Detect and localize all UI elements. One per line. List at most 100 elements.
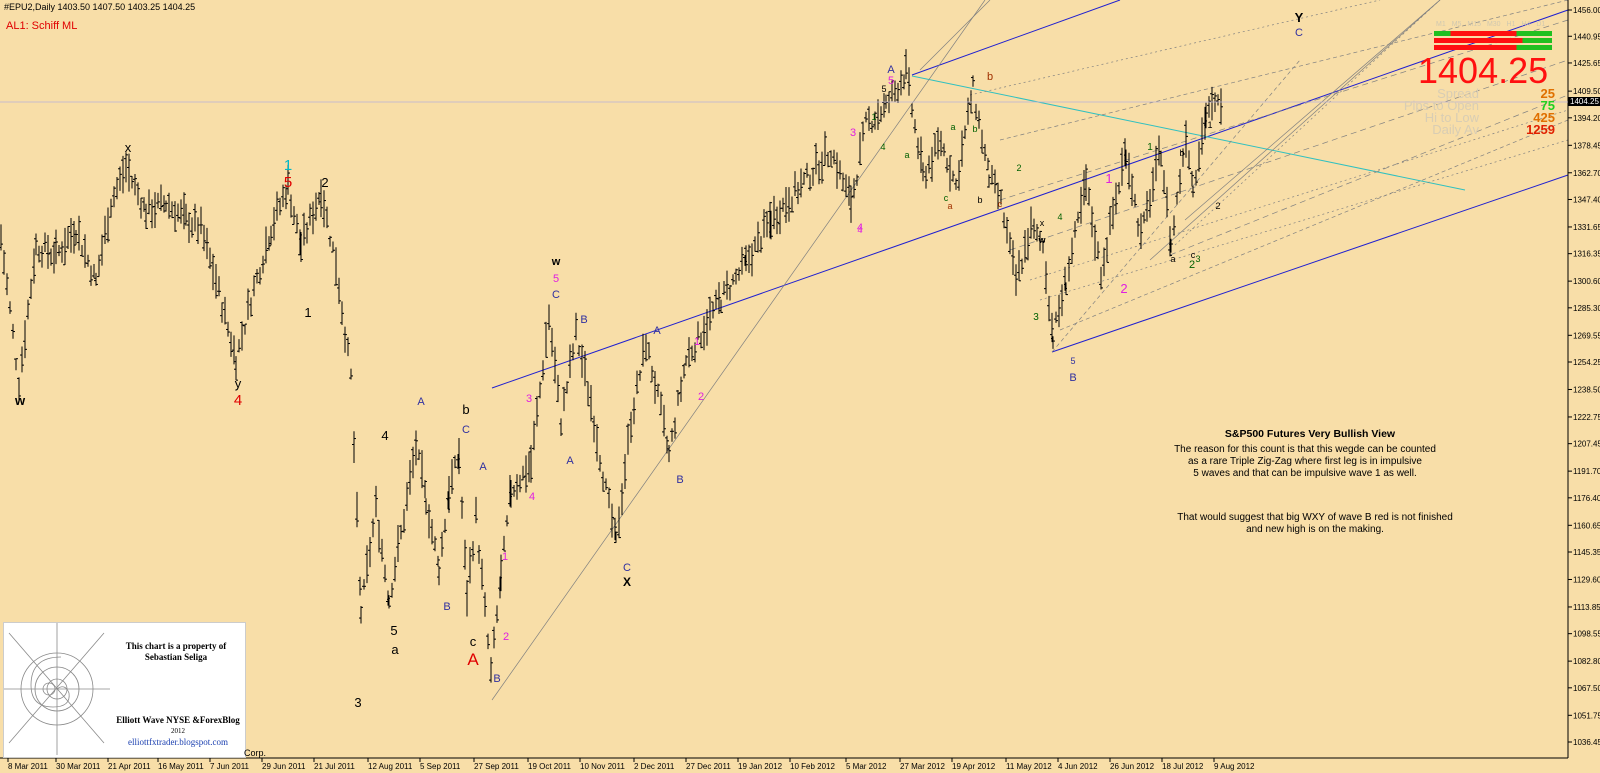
price-bar bbox=[592, 415, 596, 443]
price-bar bbox=[495, 605, 499, 623]
price-bar bbox=[1050, 312, 1054, 343]
price-bar bbox=[477, 545, 481, 564]
price-bar bbox=[1133, 193, 1137, 207]
price-bar bbox=[214, 264, 218, 299]
price-bar bbox=[541, 360, 545, 381]
wave-label: 1 bbox=[502, 551, 508, 563]
price-bar bbox=[319, 179, 323, 218]
price-bar bbox=[63, 227, 67, 266]
price-bar bbox=[139, 197, 143, 219]
price-bar bbox=[346, 337, 350, 357]
price-bar bbox=[765, 210, 769, 238]
price-bar bbox=[243, 323, 247, 335]
price-bar bbox=[292, 206, 296, 225]
tf-h4: H4 bbox=[1521, 21, 1531, 28]
price-bar bbox=[529, 444, 533, 483]
price-bar bbox=[436, 555, 440, 567]
price-bar bbox=[97, 254, 101, 278]
price-bar bbox=[237, 339, 241, 353]
price-bar bbox=[647, 342, 651, 360]
price-bar bbox=[1067, 256, 1071, 282]
wave-label: 4 bbox=[234, 392, 242, 409]
price-bar bbox=[54, 229, 58, 265]
price-bar bbox=[1204, 102, 1208, 129]
wave-label: B bbox=[676, 474, 683, 486]
wave-label: c bbox=[944, 193, 949, 203]
price-bar bbox=[577, 345, 581, 357]
price-bar bbox=[281, 184, 285, 208]
wave-label: 1 bbox=[304, 305, 311, 320]
stat-pips-value: 75 bbox=[1540, 98, 1555, 113]
wave-label: 4 bbox=[857, 225, 862, 235]
price-bar bbox=[223, 296, 227, 325]
credit-box: This chart is a property of Sebastian Se… bbox=[3, 622, 246, 758]
price-bar bbox=[653, 370, 657, 404]
tf-m30: M30 bbox=[1486, 21, 1501, 28]
price-bar bbox=[11, 323, 15, 339]
wave-label: 3 bbox=[354, 695, 361, 710]
wave-label: 1 bbox=[1105, 171, 1112, 186]
price-bar bbox=[1070, 237, 1074, 264]
price-bar bbox=[60, 241, 64, 263]
price-bar bbox=[471, 541, 475, 562]
symbol-line: #EPU2,Daily 1403.50 1407.50 1403.25 1404… bbox=[4, 2, 196, 12]
trendline bbox=[1039, 139, 1569, 301]
price-bar bbox=[607, 487, 611, 509]
trendline bbox=[969, 0, 1381, 96]
price-bar bbox=[417, 449, 421, 461]
price-bar bbox=[295, 213, 299, 234]
price-bar bbox=[258, 267, 262, 285]
y-tick-label: 1254.25 bbox=[1573, 358, 1600, 367]
price-bar bbox=[1017, 250, 1021, 282]
price-bar bbox=[586, 381, 590, 407]
price-bar bbox=[890, 80, 894, 102]
price-bar bbox=[299, 232, 303, 263]
x-axis: 8 Mar 2011 30 Mar 2011 21 Apr 2011 16 May 2… bbox=[7, 758, 1255, 771]
x-tick-label: 18 Jul 2012 bbox=[1162, 762, 1204, 771]
stat-daily-value: 1259 bbox=[1526, 122, 1555, 137]
price-bar bbox=[930, 146, 934, 182]
price-bar bbox=[365, 545, 369, 584]
price-bar bbox=[424, 498, 428, 515]
price-bar bbox=[719, 299, 723, 314]
price-bar bbox=[1151, 167, 1155, 202]
timeframe-panel: M1 M5 M15 M30 H1 H4 D1 bbox=[1414, 21, 1554, 55]
wave-label: 3 bbox=[850, 127, 856, 139]
price-bar bbox=[144, 203, 148, 229]
price-bar bbox=[255, 269, 259, 284]
price-bar bbox=[1026, 227, 1030, 261]
price-bar bbox=[817, 160, 821, 185]
price-bar bbox=[314, 192, 318, 221]
wave-label: 5 bbox=[1070, 356, 1075, 366]
price-bar bbox=[202, 224, 206, 252]
tf-m5: M5 bbox=[1451, 21, 1462, 28]
wave-label: 5 bbox=[888, 75, 894, 87]
price-bar bbox=[876, 99, 880, 130]
trendline bbox=[919, 0, 991, 71]
y-tick-label: 1191.70 bbox=[1573, 467, 1600, 476]
price-bar bbox=[1005, 217, 1009, 244]
x-tick-label: 10 Feb 2012 bbox=[790, 762, 835, 771]
wave-label: Y bbox=[1295, 10, 1304, 25]
price-bar bbox=[305, 222, 309, 244]
price-bar bbox=[289, 194, 293, 218]
price-bar bbox=[571, 343, 575, 361]
wave-label: X bbox=[623, 575, 631, 589]
price-bar bbox=[1111, 196, 1115, 230]
price-bar bbox=[103, 215, 107, 245]
price-bar bbox=[734, 268, 738, 285]
price-bar bbox=[942, 143, 946, 157]
price-bar bbox=[437, 566, 441, 586]
price-bar bbox=[623, 453, 627, 489]
price-bar bbox=[844, 174, 848, 198]
price-bar bbox=[913, 119, 917, 134]
trendline bbox=[491, 0, 986, 701]
price-bar bbox=[217, 276, 221, 297]
price-bar bbox=[769, 210, 773, 240]
y-tick-label: 1456.00 bbox=[1573, 6, 1600, 15]
x-tick-label: 27 Mar 2012 bbox=[900, 762, 945, 771]
price-bar bbox=[159, 184, 163, 211]
price-bar bbox=[924, 165, 928, 189]
price-bar bbox=[855, 174, 859, 186]
price-bar bbox=[465, 580, 469, 617]
